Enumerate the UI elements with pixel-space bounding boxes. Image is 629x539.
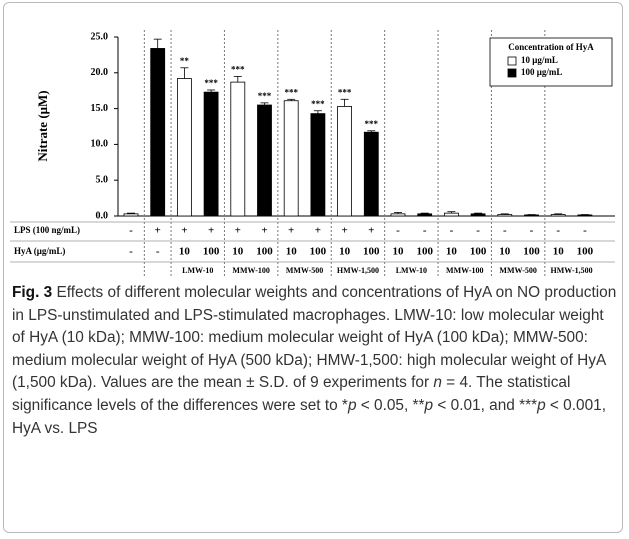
bar xyxy=(257,104,272,217)
bar xyxy=(497,214,513,217)
row-cell: 100 xyxy=(523,246,540,258)
row-cell: + xyxy=(181,225,187,237)
significance-label: *** xyxy=(365,119,379,129)
bar xyxy=(550,214,566,217)
caption-text: < 0.01, and *** xyxy=(433,396,538,414)
caption-text: p xyxy=(537,396,546,414)
group-label: HMW-1,500 xyxy=(550,266,592,275)
caption-text: < 0.05, ** xyxy=(356,396,425,414)
bar xyxy=(150,48,166,217)
bar xyxy=(363,131,379,217)
row-cell: - xyxy=(530,225,534,237)
significance-label: *** xyxy=(258,91,272,101)
caption-text: = 4. The statistical significance levels… xyxy=(12,374,571,414)
row-cell: 10 xyxy=(393,246,405,258)
row-cell: 100 xyxy=(363,246,380,258)
bar xyxy=(443,212,459,217)
legend-title: Concentration of HyA xyxy=(508,42,594,52)
bar xyxy=(390,213,406,217)
significance-label: *** xyxy=(311,99,325,109)
group-label: MMW-500 xyxy=(286,266,323,275)
row-cell: 10 xyxy=(446,246,458,258)
group-label: LMW-10 xyxy=(182,266,213,275)
row-cell: 100 xyxy=(310,246,327,258)
caption: Fig. 3 Effects of different molecular we… xyxy=(12,282,618,440)
row-cell: 100 xyxy=(470,246,487,258)
caption-text: Effects of different molecular weights a… xyxy=(12,284,617,392)
row-cell: 100 xyxy=(416,246,433,258)
bar xyxy=(176,78,192,217)
bar xyxy=(337,106,353,217)
legend-label: 100 μg/mL xyxy=(521,67,562,77)
row-cell: - xyxy=(156,246,160,258)
group-label: HMW-1,500 xyxy=(337,266,379,275)
row-cell: + xyxy=(341,225,347,237)
bar xyxy=(524,214,539,217)
chart: Nitrate (μM) 0.05.010.015.020.025.0*****… xyxy=(10,30,615,278)
bar xyxy=(577,214,593,217)
y-tick-label: 5.0 xyxy=(96,174,109,185)
row-label: HyA (μg/mL) xyxy=(14,246,65,256)
group-label: MMW-100 xyxy=(446,266,483,275)
significance-label: ** xyxy=(180,56,190,66)
caption-text: < 0.001, HyA vs. LPS xyxy=(12,396,606,437)
caption-text: Fig. 3 xyxy=(12,284,53,301)
row-cell: - xyxy=(583,225,587,237)
y-tick-label: 0.0 xyxy=(96,210,109,221)
legend-label: 10 μg/mL xyxy=(521,55,558,65)
row-cell: - xyxy=(556,225,560,237)
significance-label: *** xyxy=(204,78,218,88)
row-cell: + xyxy=(288,225,294,237)
bar xyxy=(123,213,139,217)
bar xyxy=(470,213,486,217)
significance-label: *** xyxy=(284,87,298,97)
bar xyxy=(203,91,219,217)
row-cell: 100 xyxy=(203,246,220,258)
figure-frame xyxy=(3,2,623,533)
row-cell: + xyxy=(261,225,267,237)
bar xyxy=(417,213,433,217)
significance-label: *** xyxy=(231,64,245,74)
group-label: MMW-500 xyxy=(499,266,536,275)
row-cell: + xyxy=(368,225,374,237)
row-label: LPS (100 ng/mL) xyxy=(14,225,80,235)
y-tick-label: 15.0 xyxy=(91,103,109,114)
row-cell: + xyxy=(235,225,241,237)
row-cell: - xyxy=(450,225,454,237)
group-label: LMW-10 xyxy=(396,266,427,275)
group-label: MMW-100 xyxy=(232,266,269,275)
row-cell: 100 xyxy=(256,246,273,258)
row-cell: 100 xyxy=(577,246,594,258)
caption-text: p xyxy=(424,396,434,414)
row-cell: + xyxy=(155,225,161,237)
row-cell: - xyxy=(423,225,427,237)
significance-label: *** xyxy=(338,87,352,97)
y-tick-label: 25.0 xyxy=(91,31,109,42)
row-cell: - xyxy=(129,225,133,237)
bar xyxy=(283,100,299,217)
row-cell: 10 xyxy=(339,246,351,258)
row-cell: - xyxy=(503,225,507,237)
row-cell: 10 xyxy=(179,246,191,258)
row-cell: - xyxy=(476,225,480,237)
y-axis-label: Nitrate (μM) xyxy=(35,90,50,161)
row-cell: 10 xyxy=(286,246,298,258)
legend-swatch xyxy=(507,68,517,78)
y-tick-label: 10.0 xyxy=(91,139,109,150)
legend-swatch xyxy=(507,56,517,66)
bar xyxy=(230,81,246,217)
row-cell: 10 xyxy=(499,246,511,258)
row-cell: + xyxy=(208,225,214,237)
caption-text: n xyxy=(433,374,442,392)
row-cell: - xyxy=(396,225,400,237)
bar xyxy=(310,113,326,217)
row-cell: - xyxy=(129,246,133,258)
y-tick-label: 20.0 xyxy=(91,67,109,78)
caption-text: p xyxy=(347,396,357,414)
row-cell: 10 xyxy=(553,246,565,258)
row-cell: + xyxy=(315,225,321,237)
row-cell: 10 xyxy=(232,246,244,258)
